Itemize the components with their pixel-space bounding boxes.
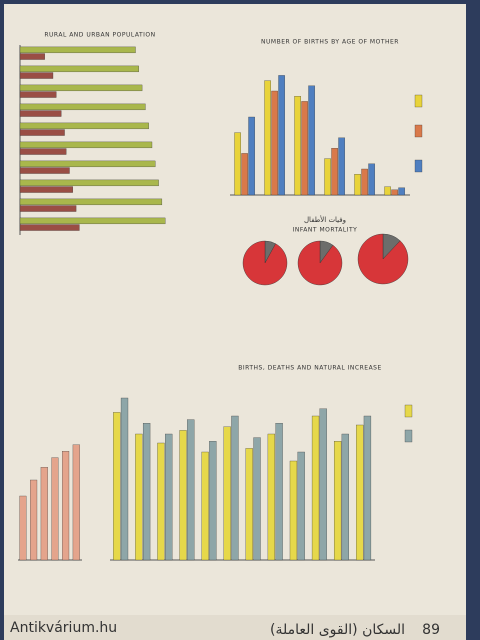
bar	[253, 437, 261, 561]
bar	[113, 412, 121, 561]
footer-title: السكان (القوى العاملة)	[270, 622, 405, 638]
bar	[19, 46, 136, 54]
bar	[120, 397, 129, 561]
bar	[19, 224, 80, 231]
bar	[311, 415, 320, 561]
bar	[234, 132, 241, 196]
bar	[333, 441, 342, 561]
bar	[398, 187, 405, 196]
bar	[19, 217, 166, 225]
legend-swatch	[404, 404, 413, 418]
bar	[384, 186, 391, 196]
bar	[294, 96, 301, 196]
bar	[248, 116, 255, 196]
bar	[201, 451, 209, 561]
bar	[209, 441, 217, 561]
chart-title: NUMBER OF BIRTHS BY AGE OF MOTHER	[261, 39, 399, 46]
bar	[354, 174, 361, 196]
bar	[289, 460, 298, 561]
footer-bar	[4, 615, 466, 640]
bar	[264, 80, 271, 196]
bar	[319, 408, 327, 561]
bar	[19, 148, 67, 155]
bar	[271, 90, 278, 196]
bar	[179, 430, 187, 561]
bar	[135, 433, 143, 561]
bar	[62, 451, 70, 561]
bar	[361, 168, 368, 196]
bar	[338, 137, 345, 196]
pie-slice	[357, 233, 409, 285]
legend-swatch	[414, 94, 423, 108]
bar	[19, 205, 77, 212]
bar	[241, 153, 248, 196]
bar	[19, 91, 57, 98]
bar	[19, 122, 149, 130]
bar	[308, 85, 315, 196]
legend-swatch	[404, 429, 413, 443]
bar	[368, 163, 375, 196]
bar	[19, 186, 73, 193]
bar	[19, 495, 27, 561]
bar	[51, 457, 59, 561]
bar	[223, 426, 231, 561]
watermark: Antikvárium.hu	[10, 620, 117, 636]
bar	[157, 442, 165, 561]
legend-swatch	[414, 159, 423, 173]
bar	[341, 433, 349, 561]
bar	[19, 72, 54, 79]
chart-title-ar: وفيات الأطفال	[304, 215, 346, 224]
chart-title: BIRTHS, DEATHS AND NATURAL INCREASE	[238, 365, 382, 372]
bar	[165, 433, 173, 561]
bar	[142, 423, 151, 561]
pie-slice	[242, 240, 288, 286]
bar	[19, 53, 45, 60]
bar	[301, 101, 308, 196]
legend-swatch	[414, 124, 423, 138]
bar	[245, 448, 253, 561]
bar	[324, 158, 331, 196]
bar	[19, 179, 159, 187]
chart-title: RURAL AND URBAN POPULATION	[44, 32, 155, 39]
bar	[19, 198, 163, 206]
bar	[356, 424, 364, 561]
bar	[19, 84, 143, 92]
bar	[391, 189, 398, 196]
bar	[363, 415, 372, 561]
bar	[19, 167, 70, 174]
bar	[72, 444, 80, 561]
bar	[19, 129, 65, 136]
bar	[275, 423, 283, 561]
chart-title: INFANT MORTALITY	[293, 227, 358, 234]
bar	[267, 433, 276, 561]
bar	[19, 103, 146, 111]
bar	[30, 479, 38, 561]
bar	[19, 141, 153, 149]
bar	[278, 75, 285, 196]
bar	[331, 148, 338, 196]
bar	[19, 110, 62, 117]
bar	[187, 419, 195, 561]
bar	[297, 451, 305, 561]
bar	[19, 65, 139, 73]
bar	[40, 467, 48, 561]
page-number: 89	[422, 622, 440, 638]
bar	[19, 160, 156, 168]
pie-slice	[297, 240, 343, 286]
bar	[231, 415, 239, 561]
